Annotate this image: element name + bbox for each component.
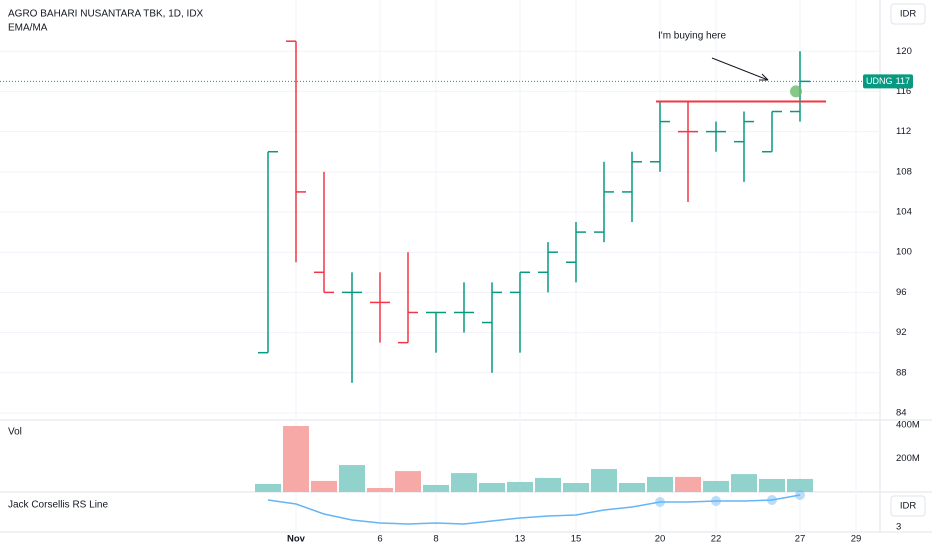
volume-bar <box>451 473 477 492</box>
volume-bar <box>255 483 281 492</box>
volume-bar <box>339 465 365 492</box>
y-tick-label: 84 <box>896 407 907 418</box>
y-tick-label: 88 <box>896 367 907 378</box>
x-tick-label: 29 <box>851 534 862 545</box>
ohlc-bar <box>566 222 586 283</box>
x-tick-label: 6 <box>377 534 382 545</box>
rs-currency-label: IDR <box>900 501 917 512</box>
ohlc-bar <box>706 121 726 152</box>
x-tick-label: 13 <box>515 534 526 545</box>
volume-bar <box>703 480 729 492</box>
currency-label: IDR <box>900 9 917 20</box>
ohlc-bar <box>622 151 642 223</box>
ohlc-bar <box>258 150 278 354</box>
volume-bar <box>675 476 701 492</box>
volume-bar <box>479 482 505 492</box>
ohlc-bar <box>594 161 614 243</box>
x-tick-label: Nov <box>287 534 306 545</box>
price-tag-value: 117 <box>896 76 910 86</box>
volume-bar <box>759 478 785 492</box>
volume-bar <box>395 471 421 492</box>
rs-marker <box>655 497 665 507</box>
volume-bar <box>507 481 533 492</box>
ohlc-bar <box>678 101 698 202</box>
volume-bar <box>647 476 673 492</box>
annotation: I'm buying here <box>658 31 726 42</box>
x-tick-label: 15 <box>571 534 582 545</box>
ohlc-bar <box>370 272 390 343</box>
volume-bar <box>423 484 449 492</box>
rs-currency-box[interactable] <box>890 495 926 517</box>
ohlc-bar <box>342 272 362 383</box>
x-tick-label: 22 <box>711 534 722 545</box>
volume-bar <box>591 469 617 492</box>
x-tick-label: 27 <box>795 534 806 545</box>
volume-bar <box>563 482 589 492</box>
volume-bar <box>367 487 393 492</box>
ohlc-bar <box>482 282 502 373</box>
volume-title: Vol <box>8 427 22 438</box>
y-tick-label: 112 <box>896 126 911 137</box>
rs-title: Jack Corsellis RS Line <box>8 500 108 511</box>
y-tick-label: 116 <box>896 86 911 97</box>
y-tick-label: 100 <box>896 247 912 258</box>
price-tag <box>863 74 913 89</box>
volume-bar <box>311 480 337 492</box>
x-tick-label: 8 <box>433 534 438 545</box>
ohlc-bar <box>454 282 474 333</box>
rs-tick-label: 3 <box>896 522 901 533</box>
currency-box[interactable] <box>890 3 926 25</box>
y-tick-label: 108 <box>896 166 912 177</box>
annotation-arrow <box>711 57 769 81</box>
ohlc-bar <box>510 271 530 353</box>
volume-tick-label: 200M <box>896 453 920 464</box>
ohlc-bar <box>398 252 418 344</box>
volume-bar <box>619 482 645 492</box>
rs-line <box>267 494 801 525</box>
ohlc-bar <box>314 171 334 294</box>
indicator-label: EMA/MA <box>8 23 48 34</box>
volume-bar <box>731 474 757 492</box>
volume-tick-label: 400M <box>896 420 920 431</box>
y-tick-label: 104 <box>896 207 912 218</box>
chart-title: AGRO BAHARI NUSANTARA TBK, 1D, IDX <box>8 9 204 20</box>
y-tick-label: 96 <box>896 287 907 298</box>
rs-marker <box>711 496 721 506</box>
rs-marker <box>795 490 805 500</box>
volume-bar <box>787 478 813 492</box>
y-tick-label: 120 <box>896 46 912 57</box>
ohlc-bar <box>762 110 782 153</box>
entry-marker <box>790 85 802 98</box>
annotation-arrowhead <box>759 73 769 81</box>
ohlc-bar <box>538 242 558 293</box>
ohlc-bar <box>426 311 446 353</box>
ohlc-bar <box>286 40 306 263</box>
ohlc-bar <box>734 111 754 182</box>
volume-bar <box>283 426 309 492</box>
x-tick-label: 20 <box>655 534 666 545</box>
price-tag-name: UDNG <box>866 76 893 86</box>
volume-bar <box>535 477 561 492</box>
y-tick-label: 92 <box>896 327 907 338</box>
ohlc-bar <box>650 101 670 172</box>
rs-marker <box>767 495 777 505</box>
